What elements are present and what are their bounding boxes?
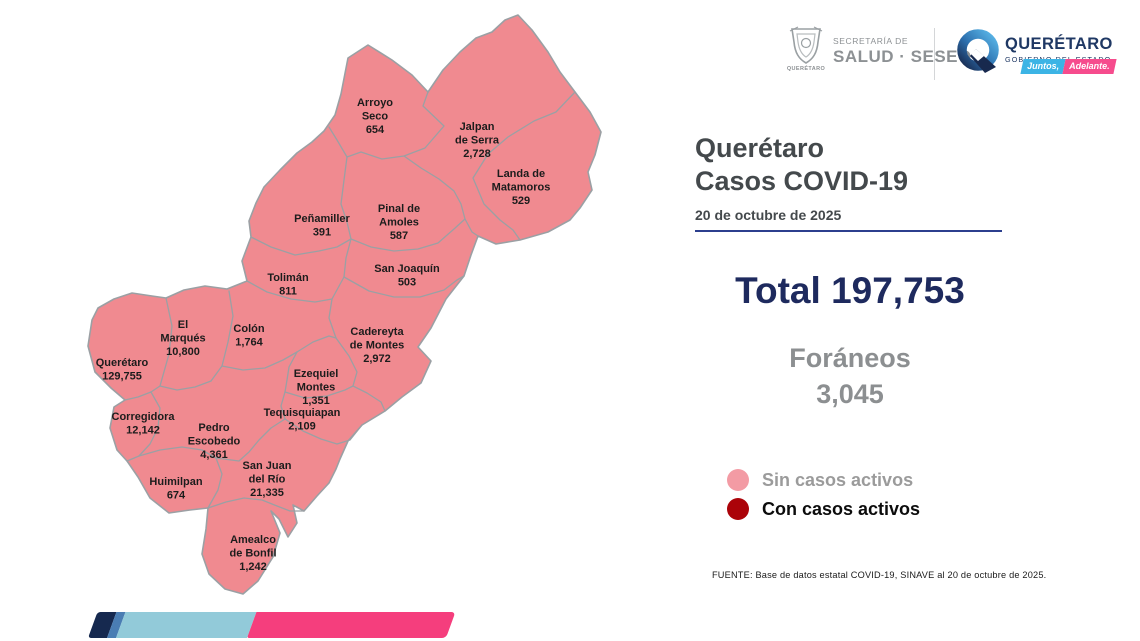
bar-segment-pink: [247, 612, 456, 638]
queretaro-wordmark: QUERÉTARO: [1005, 35, 1113, 53]
legend-row-con-casos: Con casos activos: [727, 498, 920, 520]
municipality-label-tequisquiapan: Tequisquiapan 2,109: [264, 407, 341, 433]
municipality-border: [250, 236, 352, 256]
municipality-label-san-juan-del-rio: San Juan del Río 21,335: [243, 460, 292, 499]
municipality-border: [296, 335, 337, 353]
secretaria-de-label: SECRETARÍA DE: [833, 36, 909, 46]
juntos-label: Juntos,: [1027, 61, 1060, 71]
title-line-1: Querétaro: [695, 133, 825, 163]
municipality-label-queretaro: Querétaro 129,755: [96, 357, 149, 383]
municipality-label-amealco: Amealco de Bonfil 1,242: [229, 534, 276, 573]
municipality-labels: Arroyo Seco 654 Jalpan de Serra 2,728 Landa de…: [96, 97, 551, 573]
legend: Sin casos activos Con casos activos: [727, 469, 920, 527]
total-label: Total: [735, 270, 821, 311]
source-note: FUENTE: Base de datos estatal COVID-19, …: [712, 570, 1047, 580]
municipality-border: [328, 298, 358, 387]
salud-seseq-label: SALUD · SESEQ: [833, 47, 972, 66]
page-title: Querétaro Casos COVID-19: [695, 132, 908, 198]
municipality-border: [246, 276, 345, 303]
municipality-border: [352, 385, 386, 412]
municipality-border: [138, 446, 217, 459]
logo-divider: [934, 28, 935, 80]
municipality-label-jalpan: Jalpan de Serra 2,728: [455, 121, 500, 160]
municipality-label-toliman: Tolimán 811: [267, 272, 309, 298]
municipality-border: [343, 275, 465, 298]
total-value: 197,753: [831, 270, 965, 311]
municipality-border: [210, 290, 234, 382]
bar-segment-lightblue: [116, 612, 257, 638]
municipality-border: [215, 418, 286, 462]
municipality-label-landa: Landa de Matamoros 529: [492, 168, 551, 207]
adelante-chip: Adelante.: [1062, 59, 1117, 74]
municipality-label-arroyo-seco: Arroyo Seco 654: [357, 97, 393, 136]
municipality-label-huimilpan: Huimilpan 674: [149, 476, 202, 502]
foraneos-label: Foráneos: [789, 343, 911, 373]
municipality-border: [159, 380, 212, 391]
foraneos-value: 3,045: [816, 379, 884, 409]
municipality-border: [150, 297, 173, 393]
municipality-border: [403, 155, 479, 237]
footer-decoration-bar: [88, 612, 456, 638]
con-casos-activos-label: Con casos activos: [762, 498, 921, 519]
municipality-borders: [124, 91, 576, 512]
juntos-adelante-badge: Juntos, Adelante.: [1020, 59, 1117, 74]
municipality-border: [343, 238, 352, 278]
municipality-border: [284, 351, 298, 393]
municipality-border: [221, 351, 298, 371]
municipality-border: [472, 91, 576, 241]
state-outline: [87, 14, 602, 595]
municipality-label-corregidora: Corregidora 12,142: [112, 411, 176, 437]
queretaro-state-map: Arroyo Seco 654 Jalpan de Serra 2,728 Landa de…: [87, 14, 602, 595]
municipality-border: [284, 418, 363, 445]
municipality-border: [280, 391, 286, 420]
municipality-label-el-marques: El Marqués 10,800: [160, 319, 205, 358]
municipality-label-cadereyta: Cadereyta de Montes 2,972: [350, 326, 405, 365]
juntos-chip: Juntos,: [1020, 59, 1066, 74]
municipality-label-san-joaquin: San Joaquín 503: [374, 263, 440, 289]
municipality-label-pedro-escobedo: Pedro Escobedo 4,361: [188, 422, 241, 461]
municipality-border: [328, 91, 445, 160]
municipality-label-colon: Colón 1,764: [233, 323, 264, 349]
adelante-label: Adelante.: [1069, 61, 1110, 71]
salud-crest-logo: [789, 26, 823, 64]
foraneos-block: Foráneos 3,045: [690, 340, 1010, 412]
municipality-border: [207, 497, 305, 512]
municipality-border: [340, 156, 352, 240]
con-casos-activos-dot: [727, 498, 749, 520]
municipality-border: [350, 218, 466, 252]
municipality-border: [126, 391, 161, 462]
title-line-2: Casos COVID-19: [695, 166, 909, 196]
municipality-border: [284, 385, 354, 399]
municipality-border: [207, 457, 223, 509]
queretaro-q-logo: [957, 29, 999, 73]
legend-row-sin-casos: Sin casos activos: [727, 469, 920, 491]
municipality-label-penamiller: Peñamiller 391: [294, 213, 350, 239]
report-date: 20 de octubre de 2025: [695, 207, 1002, 232]
sin-casos-activos-label: Sin casos activos: [762, 469, 914, 490]
municipality-label-pinal: Pinal de Amoles 587: [378, 203, 420, 242]
sin-casos-activos-dot: [727, 469, 749, 491]
crest-caption: QUERÉTARO: [786, 66, 826, 72]
municipality-label-ezequiel-montes: Ezequiel Montes 1,351: [294, 368, 339, 407]
salud-seseq-wordmark: SECRETARÍA DE SALUD · SESEQ: [833, 36, 972, 67]
municipality-border: [124, 391, 152, 401]
total-cases: Total 197,753: [690, 270, 1010, 312]
